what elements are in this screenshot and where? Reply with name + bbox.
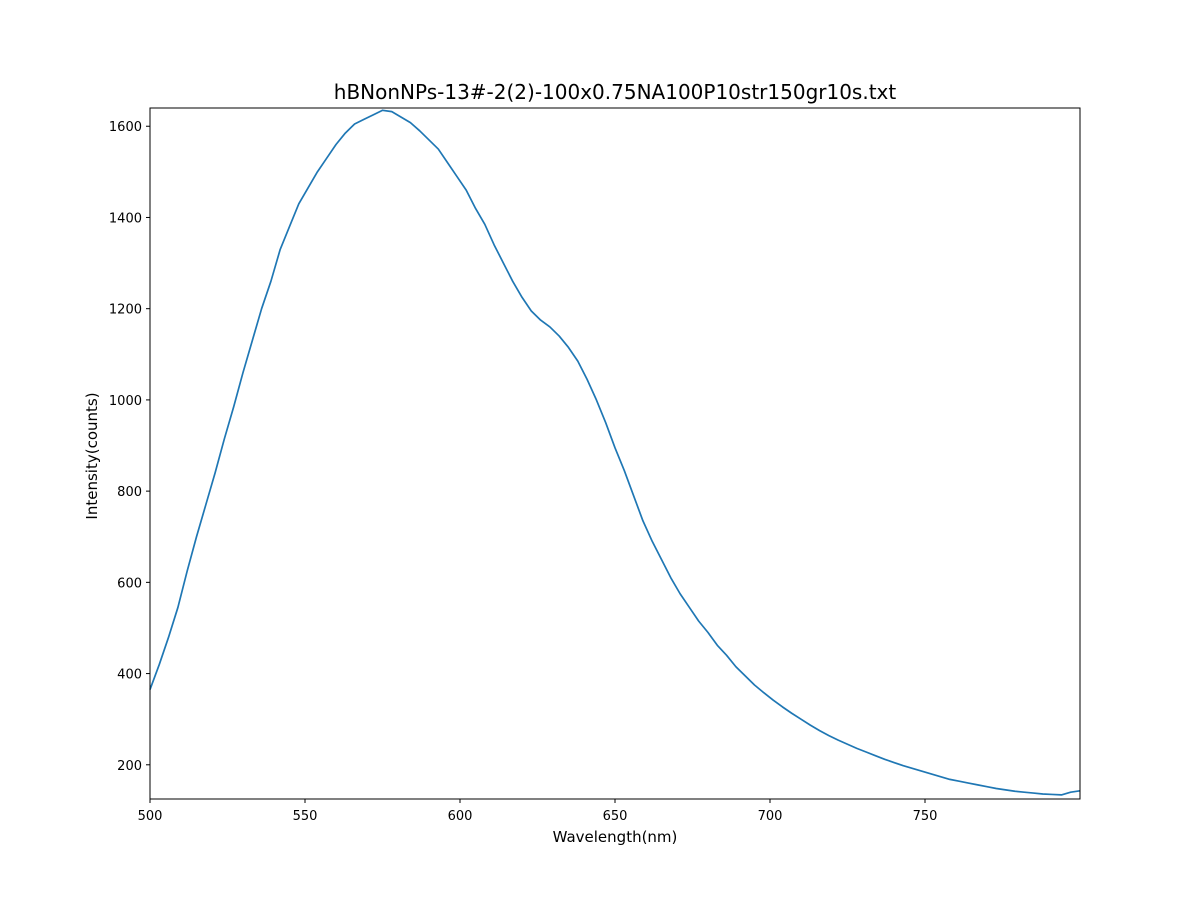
series-line-0 bbox=[149, 109, 1081, 796]
chart-title: hBNonNPs-13#-2(2)-100x0.75NA100P10str150… bbox=[334, 80, 897, 104]
x-tick-label: 650 bbox=[603, 809, 628, 824]
x-tick-label: 600 bbox=[448, 809, 473, 824]
y-tick-label: 1200 bbox=[109, 303, 142, 318]
y-tick-label: 400 bbox=[117, 668, 142, 683]
series-layer bbox=[149, 109, 1081, 796]
y-tick-label: 200 bbox=[117, 759, 142, 774]
y-axis-label: Intensity(counts) bbox=[83, 392, 101, 519]
y-tick-label: 1400 bbox=[109, 211, 142, 226]
x-axis: 500 550 600 650 700 750 bbox=[138, 799, 938, 824]
y-tick-label: 800 bbox=[117, 485, 142, 500]
x-tick-label: 500 bbox=[138, 809, 163, 824]
y-tick-label: 600 bbox=[117, 576, 142, 591]
plot-frame bbox=[149, 107, 1081, 800]
x-tick-label: 750 bbox=[913, 809, 938, 824]
y-axis: 200 400 600 800 1000 1200 1400 1600 bbox=[109, 120, 150, 774]
x-axis-label: Wavelength(nm) bbox=[553, 828, 678, 846]
y-tick-label: 1600 bbox=[109, 120, 142, 135]
y-tick-label: 1000 bbox=[109, 394, 142, 409]
x-tick-label: 700 bbox=[758, 809, 783, 824]
x-tick-label: 550 bbox=[293, 809, 318, 824]
